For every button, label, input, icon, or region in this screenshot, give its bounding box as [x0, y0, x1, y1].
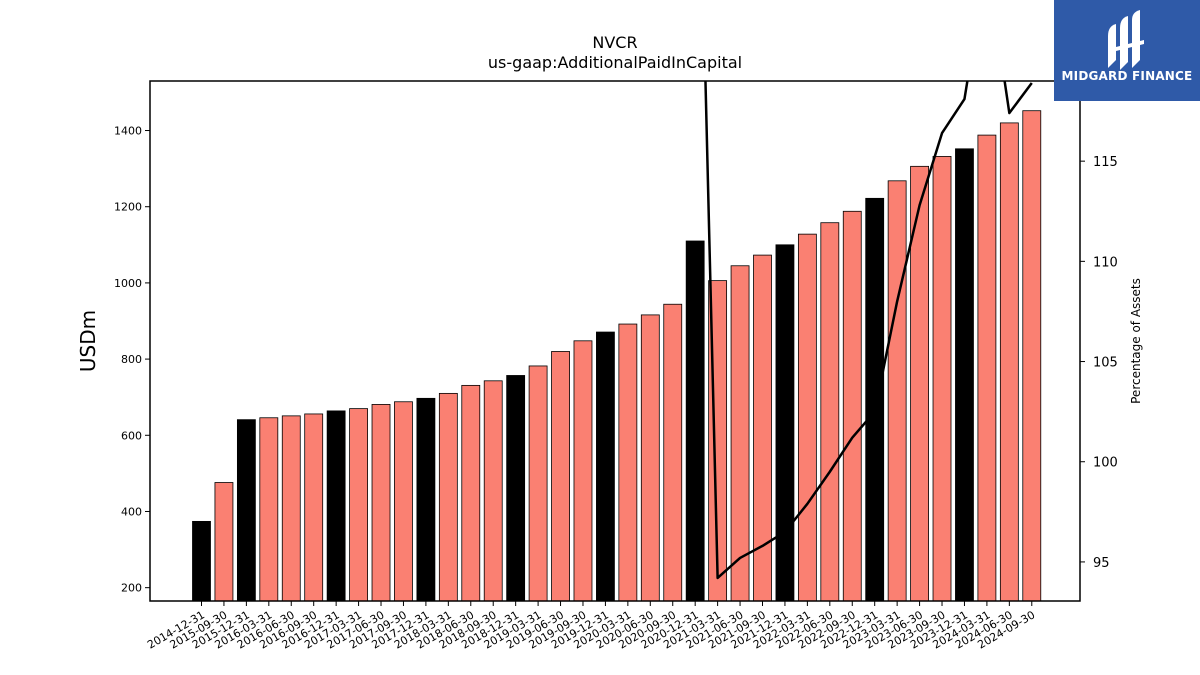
bar — [685, 240, 705, 602]
bar — [932, 156, 952, 602]
bar — [349, 408, 368, 602]
bar — [663, 303, 683, 602]
bar — [1022, 110, 1042, 602]
bar — [416, 397, 436, 602]
bar — [999, 122, 1019, 602]
bar — [214, 482, 234, 602]
y2-tick-label: 105 — [1093, 356, 1118, 371]
y-tick-label: 1200 — [114, 201, 142, 214]
y2-axis-label: Percentage of Assets — [1129, 278, 1143, 404]
bar — [573, 340, 593, 602]
plot-frame — [149, 80, 1081, 602]
bar — [820, 222, 840, 602]
bar — [192, 520, 211, 602]
y2-tick-label: 110 — [1093, 255, 1118, 270]
bar — [371, 404, 391, 602]
bar — [955, 148, 974, 602]
bar — [640, 314, 660, 602]
chart-subtitle: us-gaap:AdditionalPaidInCapital — [488, 53, 742, 72]
bar — [259, 417, 279, 602]
bar — [394, 401, 413, 602]
x-axis: 2014-12-312015-09-302015-12-312016-03-31… — [145, 601, 1037, 652]
bar — [551, 351, 570, 602]
bar — [528, 365, 548, 602]
bar — [304, 413, 324, 602]
bar — [438, 392, 458, 602]
bar — [596, 331, 615, 602]
bar-series — [192, 110, 1042, 602]
bar — [887, 180, 907, 602]
percentage-line — [704, 81, 1033, 580]
y-tick-label: 400 — [121, 505, 142, 518]
y-tick-label: 800 — [121, 353, 142, 366]
y-tick-label: 200 — [121, 582, 142, 595]
bar — [842, 210, 862, 602]
bar — [618, 323, 638, 602]
y-axis-right: 95 100 105 110 115 — [1080, 155, 1118, 571]
bar — [797, 233, 817, 602]
bar — [326, 410, 346, 602]
bar — [730, 265, 750, 602]
brand-logo: MIDGARD FINANCE — [1054, 0, 1200, 101]
y2-tick-label: 115 — [1093, 155, 1118, 170]
midgard-logo-icon — [1108, 10, 1144, 70]
bar — [483, 380, 503, 602]
y2-tick-label: 100 — [1093, 456, 1118, 471]
bar — [865, 197, 885, 602]
bar — [775, 244, 795, 602]
y-axis-left: 200 400 600 800 1000 1200 1400 — [114, 125, 150, 595]
y-tick-label: 600 — [121, 429, 142, 442]
y2-tick-label: 95 — [1093, 556, 1110, 571]
bar — [461, 384, 481, 602]
y-tick-label: 1400 — [114, 125, 142, 138]
bar — [506, 375, 526, 602]
bar — [977, 134, 997, 602]
bar — [236, 419, 256, 602]
brand-logo-text: MIDGARD FINANCE — [1061, 69, 1193, 83]
chart-title: NVCR — [592, 33, 637, 52]
bar — [281, 415, 301, 602]
y-tick-label: 1000 — [114, 277, 142, 290]
y-axis-label: USDm — [76, 310, 100, 372]
line-series — [704, 81, 1033, 580]
